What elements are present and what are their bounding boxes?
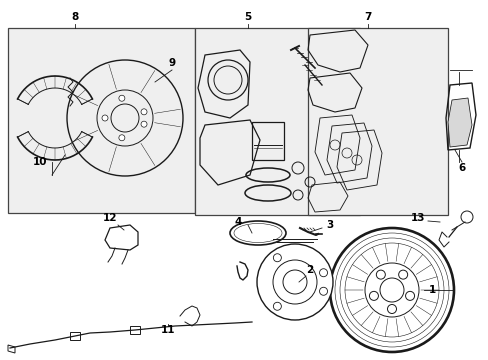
Circle shape: [405, 291, 414, 300]
Text: 4: 4: [234, 217, 241, 227]
Circle shape: [376, 270, 385, 279]
Bar: [70, 332, 80, 340]
Circle shape: [398, 270, 407, 279]
Circle shape: [319, 287, 327, 295]
Text: 11: 11: [161, 325, 175, 335]
Circle shape: [257, 244, 332, 320]
Text: 6: 6: [457, 163, 465, 173]
Circle shape: [386, 305, 396, 314]
Text: 10: 10: [33, 157, 47, 167]
Text: 8: 8: [71, 12, 79, 22]
Circle shape: [119, 135, 124, 141]
Circle shape: [368, 291, 378, 300]
Bar: [8, 28, 195, 213]
Text: 5: 5: [244, 12, 251, 22]
Circle shape: [379, 278, 403, 302]
Text: 3: 3: [325, 220, 333, 230]
Text: 1: 1: [427, 285, 435, 295]
Circle shape: [141, 109, 147, 115]
Polygon shape: [447, 98, 471, 147]
Circle shape: [119, 95, 124, 101]
Circle shape: [273, 254, 281, 262]
Circle shape: [319, 269, 327, 277]
Circle shape: [141, 121, 147, 127]
Circle shape: [102, 115, 108, 121]
Bar: [307, 28, 447, 215]
Text: 12: 12: [102, 213, 117, 223]
Bar: [251, 122, 284, 160]
Text: 9: 9: [168, 58, 175, 68]
Text: 2: 2: [306, 265, 313, 275]
Circle shape: [329, 228, 453, 352]
Circle shape: [364, 263, 418, 317]
Circle shape: [273, 302, 281, 310]
Text: 7: 7: [364, 12, 371, 22]
Bar: [130, 326, 140, 334]
Text: 13: 13: [410, 213, 425, 223]
Bar: [195, 28, 359, 215]
